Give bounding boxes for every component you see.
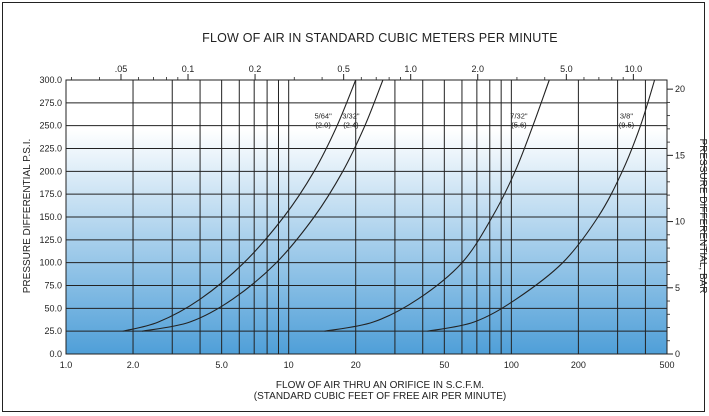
x-tick-label: 1.0 (60, 360, 73, 370)
top-tick-label: 0.1 (182, 64, 195, 74)
top-tick-label: 2.0 (471, 64, 484, 74)
flow-curves: 5/64"(2.0) 3/32"(2.4) 7/32"(5.6) 3/8"(9.5) (122, 79, 656, 332)
y-tick-label: 100.0 (39, 258, 62, 268)
y-tick-label: 75.0 (44, 281, 62, 291)
y-tick-label: 0.0 (49, 349, 62, 359)
top-tick-label: 5.0 (560, 64, 573, 74)
y-axis-title: PRESSURE DIFFERENTIAL P.S.I. (22, 139, 33, 293)
y-tick-label: 225.0 (39, 144, 62, 154)
right-tick-label: 20 (675, 84, 685, 94)
x-tick-label: 200 (571, 360, 586, 370)
y-tick-label: 150.0 (39, 212, 62, 222)
x-tick-label: 10 (284, 360, 294, 370)
x-tick-label: 5.0 (215, 360, 228, 370)
right-tick-label: 10 (675, 217, 685, 227)
series-label: 3/32" (342, 112, 360, 121)
x-axis-subtitle: (STANDARD CUBIC FEET OF FREE AIR PER MIN… (254, 391, 506, 402)
y-tick-label: 175.0 (39, 189, 62, 199)
top-tick-label: 10.0 (625, 64, 643, 74)
y-tick-label: 300.0 (39, 75, 62, 85)
right-tick-label: 5 (675, 283, 680, 293)
y-tick-label: 125.0 (39, 235, 62, 245)
y-tick-label: 200.0 (39, 166, 62, 176)
series-label-metric: (5.6) (511, 121, 527, 130)
series-line (122, 79, 357, 332)
top-tick-label: 0.2 (249, 64, 262, 74)
series-label: 5/64" (314, 112, 332, 121)
y-tick-label: 250.0 (39, 121, 62, 131)
series-label-metric: (9.5) (619, 121, 635, 130)
top-tick-label: 0.5 (337, 64, 350, 74)
x-tick-label: 50 (439, 360, 449, 370)
y-tick-label: 50.0 (44, 303, 62, 313)
right-tick-label: 15 (675, 150, 685, 160)
series-line (427, 79, 656, 332)
x-tick-label: 100 (504, 360, 519, 370)
top-tick-label: 1.0 (404, 64, 417, 74)
axes: 0.025.050.075.0100.0125.0150.0175.0200.0… (39, 64, 685, 370)
chart-title: FLOW OF AIR IN STANDARD CUBIC METERS PER… (202, 31, 558, 45)
series-line (142, 79, 384, 332)
x-tick-label: 500 (659, 360, 674, 370)
x-tick-label: 20 (351, 360, 361, 370)
series-label: 7/32" (510, 112, 528, 121)
x-tick-label: 2.0 (127, 360, 140, 370)
series-label-metric: (2.4) (343, 121, 359, 130)
y-tick-label: 275.0 (39, 98, 62, 108)
chart-frame (2, 2, 705, 412)
right-tick-label: 0 (675, 349, 680, 359)
series-label-metric: (2.0) (315, 121, 331, 130)
top-tick-label: .05 (115, 64, 128, 74)
series-line (324, 79, 550, 332)
right-axis-title: PRESSURE DIFFERENTIAL, BAR (697, 138, 708, 293)
plot-border (65, 79, 668, 355)
x-axis-title: FLOW OF AIR THRU AN ORIFICE IN S.C.F.M. (276, 380, 484, 391)
series-label: 3/8" (620, 112, 633, 121)
y-tick-label: 25.0 (44, 326, 62, 336)
